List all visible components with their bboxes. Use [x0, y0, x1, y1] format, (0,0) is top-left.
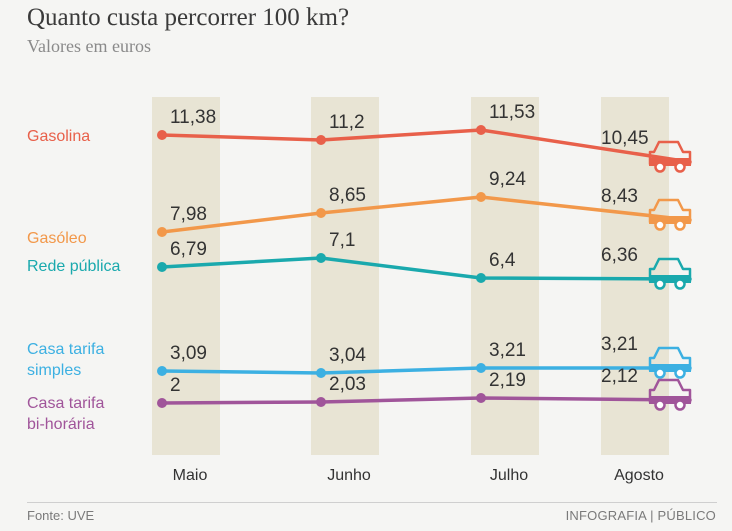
credit-note: INFOGRAFIA | PÚBLICO — [565, 508, 716, 523]
data-label: 11,38 — [170, 107, 216, 128]
data-point — [316, 368, 326, 378]
data-point — [157, 398, 167, 408]
data-point — [157, 130, 167, 140]
data-label: 10,45 — [601, 128, 649, 149]
series-line-gasolina — [160, 128, 692, 164]
legend-label-gasolina: Gasolina — [27, 128, 90, 145]
data-label: 7,98 — [170, 204, 207, 225]
x-tick-label: Julho — [490, 467, 528, 484]
data-label: 8,65 — [329, 185, 366, 206]
month-band-junho — [311, 97, 379, 455]
car-icon — [648, 378, 692, 411]
legend-label-rede-publica: Rede pública — [27, 258, 121, 275]
data-point — [476, 125, 486, 135]
chart-title: Quanto custa percorrer 100 km? — [27, 4, 350, 31]
legend-label-casa-tarifa-bi-horaria: bi-horária — [27, 416, 95, 433]
data-label: 11,2 — [329, 112, 365, 133]
data-point — [476, 393, 486, 403]
data-label: 8,43 — [601, 186, 638, 207]
data-label: 2,03 — [329, 374, 366, 395]
car-icon — [648, 346, 692, 379]
data-label: 2,19 — [489, 370, 526, 391]
series-line-gasoleo — [160, 195, 692, 234]
data-point — [316, 397, 326, 407]
series-line-casa-tarifa-simples — [160, 366, 692, 375]
data-label: 11,53 — [489, 102, 535, 123]
data-point — [157, 366, 167, 376]
x-tick-label: Maio — [173, 467, 208, 484]
data-label: 3,21 — [489, 340, 526, 361]
legend-label-gasoleo: Gasóleo — [27, 230, 87, 247]
data-point — [476, 273, 486, 283]
footer-divider — [27, 502, 717, 503]
data-label: 3,09 — [170, 343, 207, 364]
car-icon — [648, 140, 692, 173]
data-label: 3,21 — [601, 334, 638, 355]
data-point — [157, 262, 167, 272]
series-line-rede-publica — [160, 256, 692, 281]
data-point — [316, 208, 326, 218]
legend-label-casa-tarifa-simples: Casa tarifa — [27, 341, 104, 358]
data-label: 3,04 — [329, 345, 366, 366]
x-tick-label: Agosto — [614, 467, 664, 484]
data-point — [157, 227, 167, 237]
x-tick-label: Junho — [327, 467, 371, 484]
data-point — [316, 253, 326, 263]
source-note: Fonte: UVE — [27, 508, 95, 523]
data-label: 6,4 — [489, 250, 516, 271]
series-line-casa-tarifa-bi-horaria — [160, 396, 692, 405]
data-point — [316, 135, 326, 145]
data-label: 6,36 — [601, 245, 638, 266]
car-icon — [648, 257, 692, 290]
data-label: 6,79 — [170, 239, 207, 260]
legend-label-casa-tarifa-bi-horaria: Casa tarifa — [27, 395, 104, 412]
data-label: 9,24 — [489, 169, 526, 190]
car-icon — [648, 198, 692, 231]
month-band-maio — [152, 97, 220, 455]
data-label: 2 — [170, 375, 181, 396]
data-label: 7,1 — [329, 230, 355, 251]
data-label: 2,12 — [601, 366, 638, 387]
data-point — [476, 363, 486, 373]
data-point — [476, 192, 486, 202]
chart-subtitle: Valores em euros — [27, 36, 151, 56]
legend-label-casa-tarifa-simples: simples — [27, 362, 81, 379]
